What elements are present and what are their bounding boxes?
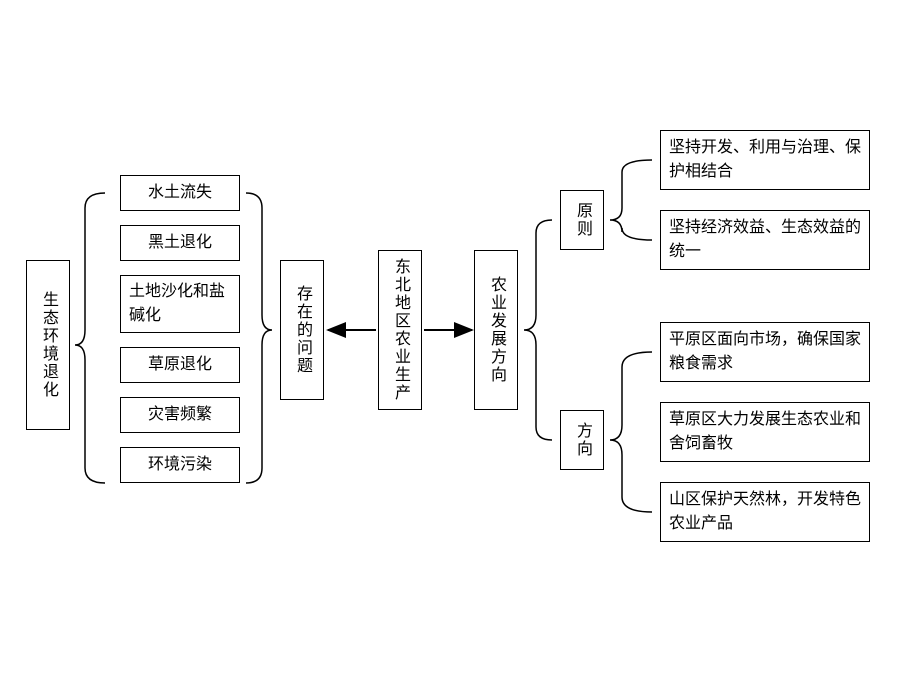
principle-box: 原则 (560, 190, 604, 250)
problem-box-2: 黑土退化 (120, 225, 240, 261)
principle-item-1-label: 坚持开发、利用与治理、保护相结合 (669, 136, 861, 184)
eco-degradation-label: 生态环境退化 (36, 291, 60, 399)
problem-box-4: 草原退化 (120, 347, 240, 383)
dev-direction-box: 农业发展方向 (474, 250, 518, 410)
problem-label-5: 灾害频繁 (148, 403, 212, 427)
problem-label-1: 水土流失 (148, 181, 212, 205)
bracket-1 (75, 193, 105, 483)
existing-problems-box: 存在的问题 (280, 260, 324, 400)
principle-item-2-label: 坚持经济效益、生态效益的统一 (669, 216, 861, 264)
existing-problems-label: 存在的问题 (290, 285, 314, 375)
problem-label-3: 土地沙化和盐碱化 (129, 280, 231, 328)
problem-box-5: 灾害频繁 (120, 397, 240, 433)
principle-item-1: 坚持开发、利用与治理、保护相结合 (660, 130, 870, 190)
problem-box-1: 水土流失 (120, 175, 240, 211)
problem-label-4: 草原退化 (148, 353, 212, 377)
direction-item-1: 平原区面向市场，确保国家粮食需求 (660, 322, 870, 382)
center-label: 东北地区农业生产 (388, 258, 412, 402)
center-box: 东北地区农业生产 (378, 250, 422, 410)
problem-box-3: 土地沙化和盐碱化 (120, 275, 240, 333)
bracket-2 (246, 193, 272, 483)
direction-label: 方向 (570, 422, 594, 458)
bracket-5 (610, 352, 652, 512)
dev-direction-label: 农业发展方向 (484, 276, 508, 384)
bracket-3 (524, 220, 552, 440)
problem-label-2: 黑土退化 (148, 231, 212, 255)
direction-item-1-label: 平原区面向市场，确保国家粮食需求 (669, 328, 861, 376)
principle-item-2: 坚持经济效益、生态效益的统一 (660, 210, 870, 270)
eco-degradation-box: 生态环境退化 (26, 260, 70, 430)
direction-item-3: 山区保护天然林，开发特色农业产品 (660, 482, 870, 542)
direction-item-2-label: 草原区大力发展生态农业和舍饲畜牧 (669, 408, 861, 456)
direction-item-3-label: 山区保护天然林，开发特色农业产品 (669, 488, 861, 536)
problem-box-6: 环境污染 (120, 447, 240, 483)
bracket-4 (610, 160, 652, 240)
principle-label: 原则 (570, 202, 594, 238)
direction-item-2: 草原区大力发展生态农业和舍饲畜牧 (660, 402, 870, 462)
problem-label-6: 环境污染 (148, 453, 212, 477)
direction-box: 方向 (560, 410, 604, 470)
